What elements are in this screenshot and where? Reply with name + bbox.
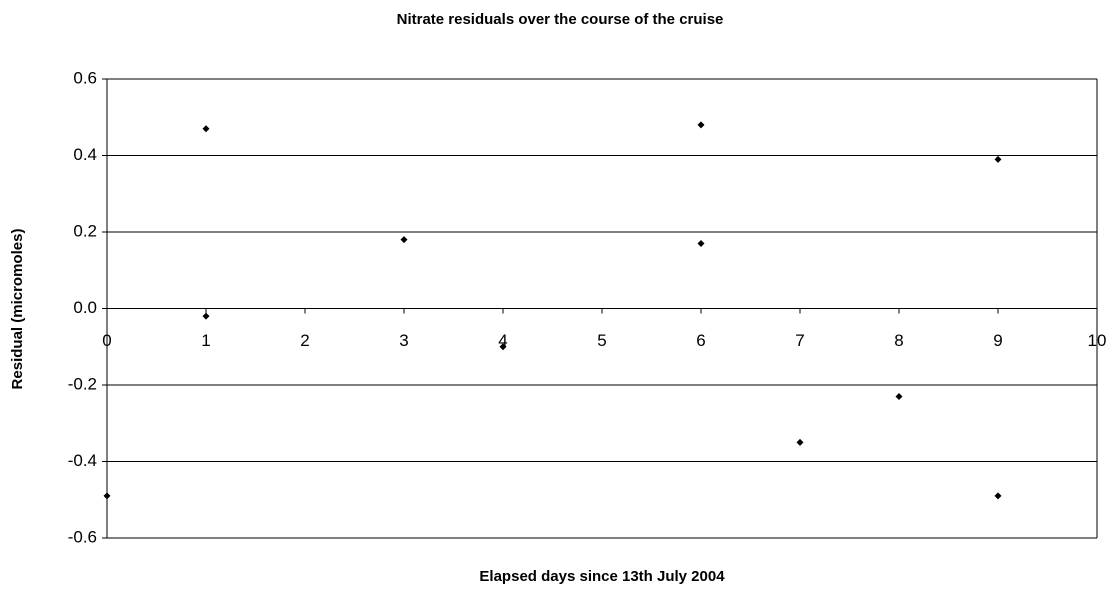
x-tick-label: 7 xyxy=(795,331,804,350)
x-tick-label: 5 xyxy=(597,331,606,350)
point xyxy=(202,312,210,320)
y-tick-label: 0.4 xyxy=(73,145,97,164)
chart-title: Nitrate residuals over the course of the… xyxy=(397,11,724,28)
point xyxy=(994,492,1002,500)
point xyxy=(202,125,210,133)
x-axis-label: Elapsed days since 13th July 2004 xyxy=(479,568,725,585)
x-tick-label: 1 xyxy=(201,331,210,350)
x-tick-label: 6 xyxy=(696,331,705,350)
y-tick-label: 0.6 xyxy=(73,68,97,87)
y-tick-label: -0.2 xyxy=(68,374,97,393)
x-tick-label: 8 xyxy=(894,331,903,350)
x-tick-label: 10 xyxy=(1088,331,1107,350)
point xyxy=(994,155,1002,163)
x-tick-label: 2 xyxy=(300,331,309,350)
x-tick-label: 9 xyxy=(993,331,1002,350)
point xyxy=(895,392,903,400)
x-tick-label: 3 xyxy=(399,331,408,350)
y-tick-label: 0.2 xyxy=(73,221,97,240)
y-tick-label: -0.4 xyxy=(68,451,97,470)
y-tick-label: -0.6 xyxy=(68,527,97,546)
y-tick-label: 0.0 xyxy=(73,298,97,317)
point xyxy=(103,492,111,500)
y-axis-label: Residual (micromoles) xyxy=(9,229,26,390)
point xyxy=(499,343,507,351)
point xyxy=(697,239,705,247)
point xyxy=(697,121,705,129)
x-tick-label: 0 xyxy=(102,331,111,350)
x-tick-label: 4 xyxy=(498,331,507,350)
point xyxy=(796,438,804,446)
point xyxy=(400,236,408,244)
